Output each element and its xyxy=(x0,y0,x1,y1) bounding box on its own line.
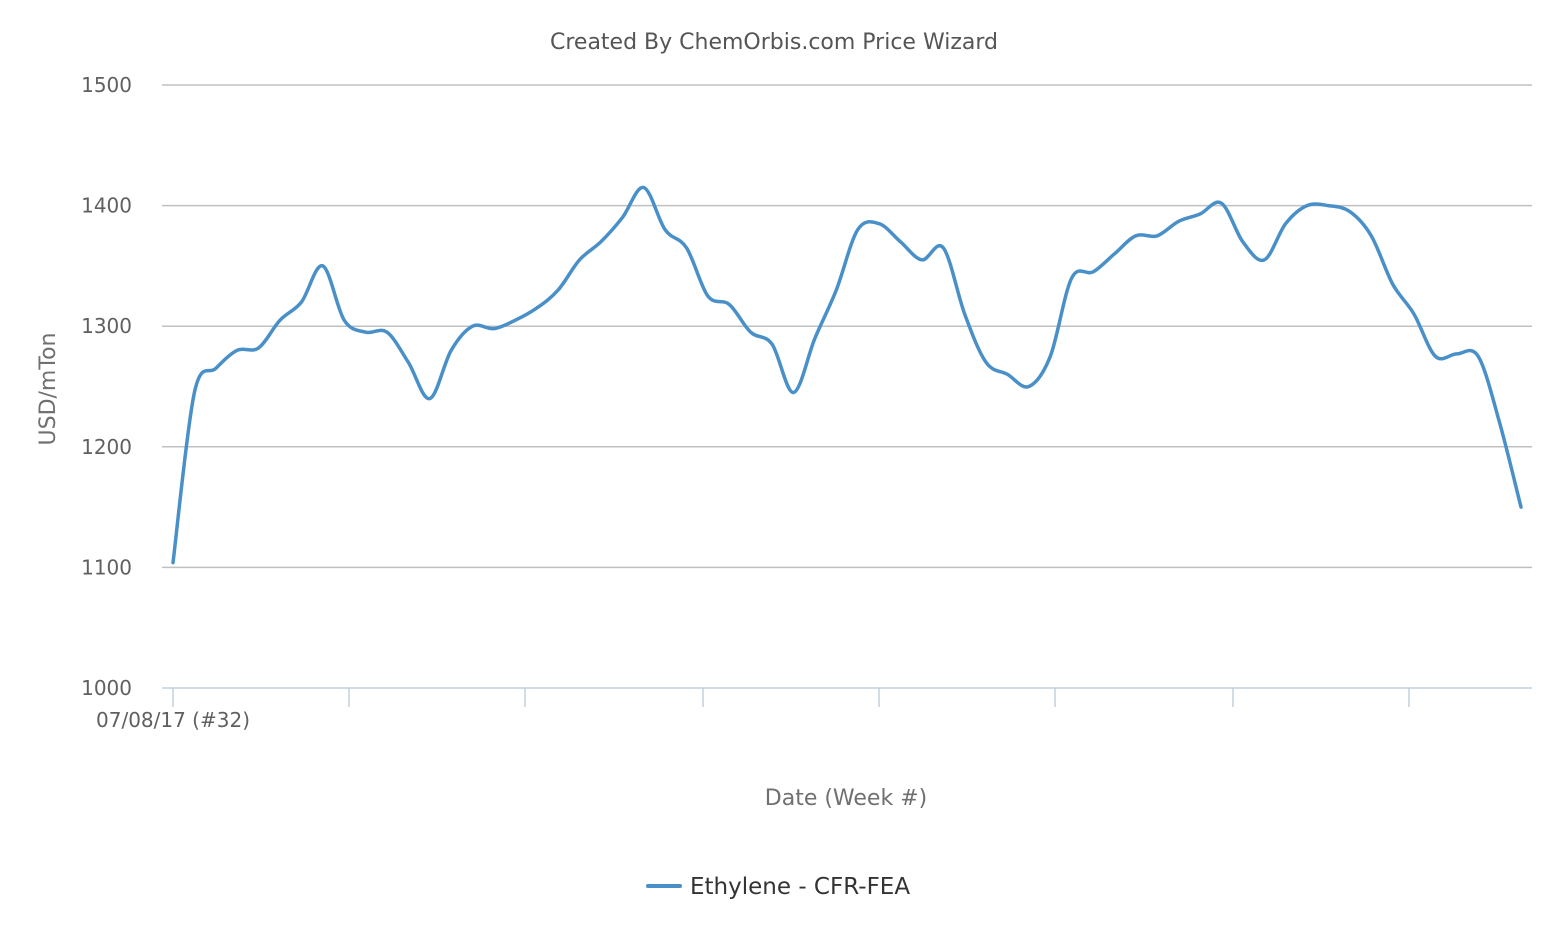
data-point[interactable] xyxy=(426,395,434,403)
data-point[interactable] xyxy=(1025,383,1033,391)
data-point[interactable] xyxy=(854,226,862,234)
data-point[interactable] xyxy=(768,340,776,348)
data-point[interactable] xyxy=(490,325,498,333)
data-point[interactable] xyxy=(1068,274,1076,282)
data-point[interactable] xyxy=(1089,268,1097,276)
data-point[interactable] xyxy=(875,220,883,228)
data-point[interactable] xyxy=(661,226,669,234)
data-point[interactable] xyxy=(362,328,370,336)
data-point[interactable] xyxy=(1324,202,1332,210)
data-point[interactable] xyxy=(1410,310,1418,318)
data-point[interactable] xyxy=(212,364,220,372)
data-point[interactable] xyxy=(1111,250,1119,258)
data-point[interactable] xyxy=(961,310,969,318)
data-point[interactable] xyxy=(811,334,819,342)
data-point[interactable] xyxy=(169,559,177,567)
data-point[interactable] xyxy=(1517,503,1525,511)
data-point[interactable] xyxy=(747,328,755,336)
data-point[interactable] xyxy=(1239,238,1247,246)
data-point[interactable] xyxy=(1474,352,1482,360)
data-point[interactable] xyxy=(939,244,947,252)
y-tick-label: 1100 xyxy=(81,555,132,579)
legend-label: Ethylene - CFR-FEA xyxy=(690,874,910,900)
data-point[interactable] xyxy=(1346,208,1354,216)
chart-title: Created By ChemOrbis.com Price Wizard xyxy=(550,30,998,55)
data-point[interactable] xyxy=(404,358,412,366)
data-point[interactable] xyxy=(319,262,327,270)
data-point[interactable] xyxy=(1175,217,1183,225)
y-axis-ticks: 1000 1100 1200 1300 1400 1500 xyxy=(81,73,132,700)
data-point[interactable] xyxy=(190,389,198,397)
data-point[interactable] xyxy=(255,344,263,352)
data-point[interactable] xyxy=(1389,280,1397,288)
grid-layer xyxy=(162,84,1532,569)
data-point[interactable] xyxy=(383,328,391,336)
data-point[interactable] xyxy=(297,298,305,306)
data-point[interactable] xyxy=(790,389,798,397)
data-point[interactable] xyxy=(276,316,284,324)
data-point[interactable] xyxy=(1303,202,1311,210)
data-point[interactable] xyxy=(832,286,840,294)
data-point[interactable] xyxy=(340,316,348,324)
data-point[interactable] xyxy=(576,256,584,264)
data-point[interactable] xyxy=(1217,199,1225,207)
series-layer xyxy=(169,184,1525,567)
data-point[interactable] xyxy=(1004,370,1012,378)
y-axis-title: USD/mTon xyxy=(36,333,61,446)
data-point[interactable] xyxy=(1260,256,1268,264)
data-point[interactable] xyxy=(897,238,905,246)
data-point[interactable] xyxy=(1496,419,1504,427)
data-point[interactable] xyxy=(597,238,605,246)
data-point[interactable] xyxy=(1431,352,1439,360)
data-point[interactable] xyxy=(1453,350,1461,358)
data-point[interactable] xyxy=(704,292,712,300)
data-point[interactable] xyxy=(469,322,477,330)
x-axis-ticks xyxy=(172,688,1410,707)
data-point[interactable] xyxy=(982,358,990,366)
data-point[interactable] xyxy=(533,304,541,312)
data-point[interactable] xyxy=(683,244,691,252)
data-point[interactable] xyxy=(1196,210,1204,218)
data-point[interactable] xyxy=(640,184,648,192)
x-axis-title: Date (Week #) xyxy=(765,786,927,811)
data-point[interactable] xyxy=(554,286,562,294)
y-tick-label: 1400 xyxy=(81,194,132,218)
data-point[interactable] xyxy=(1367,232,1375,240)
data-point[interactable] xyxy=(618,214,626,222)
y-tick-label: 1500 xyxy=(81,73,132,97)
data-point[interactable] xyxy=(918,256,926,264)
series-line-ethylene[interactable] xyxy=(171,185,1523,565)
data-point[interactable] xyxy=(233,346,241,354)
data-point[interactable] xyxy=(447,346,455,354)
data-point[interactable] xyxy=(1282,220,1290,228)
data-point[interactable] xyxy=(511,316,519,324)
data-point[interactable] xyxy=(725,301,733,309)
legend[interactable]: Ethylene - CFR-FEA xyxy=(646,874,910,900)
data-point[interactable] xyxy=(1046,352,1054,360)
data-point[interactable] xyxy=(1153,232,1161,240)
y-tick-label: 1200 xyxy=(81,435,132,459)
data-point[interactable] xyxy=(1132,232,1140,240)
y-tick-label: 1000 xyxy=(81,676,132,700)
x-tick-label: 07/08/17 (#32) xyxy=(96,708,250,732)
y-tick-label: 1300 xyxy=(81,314,132,338)
